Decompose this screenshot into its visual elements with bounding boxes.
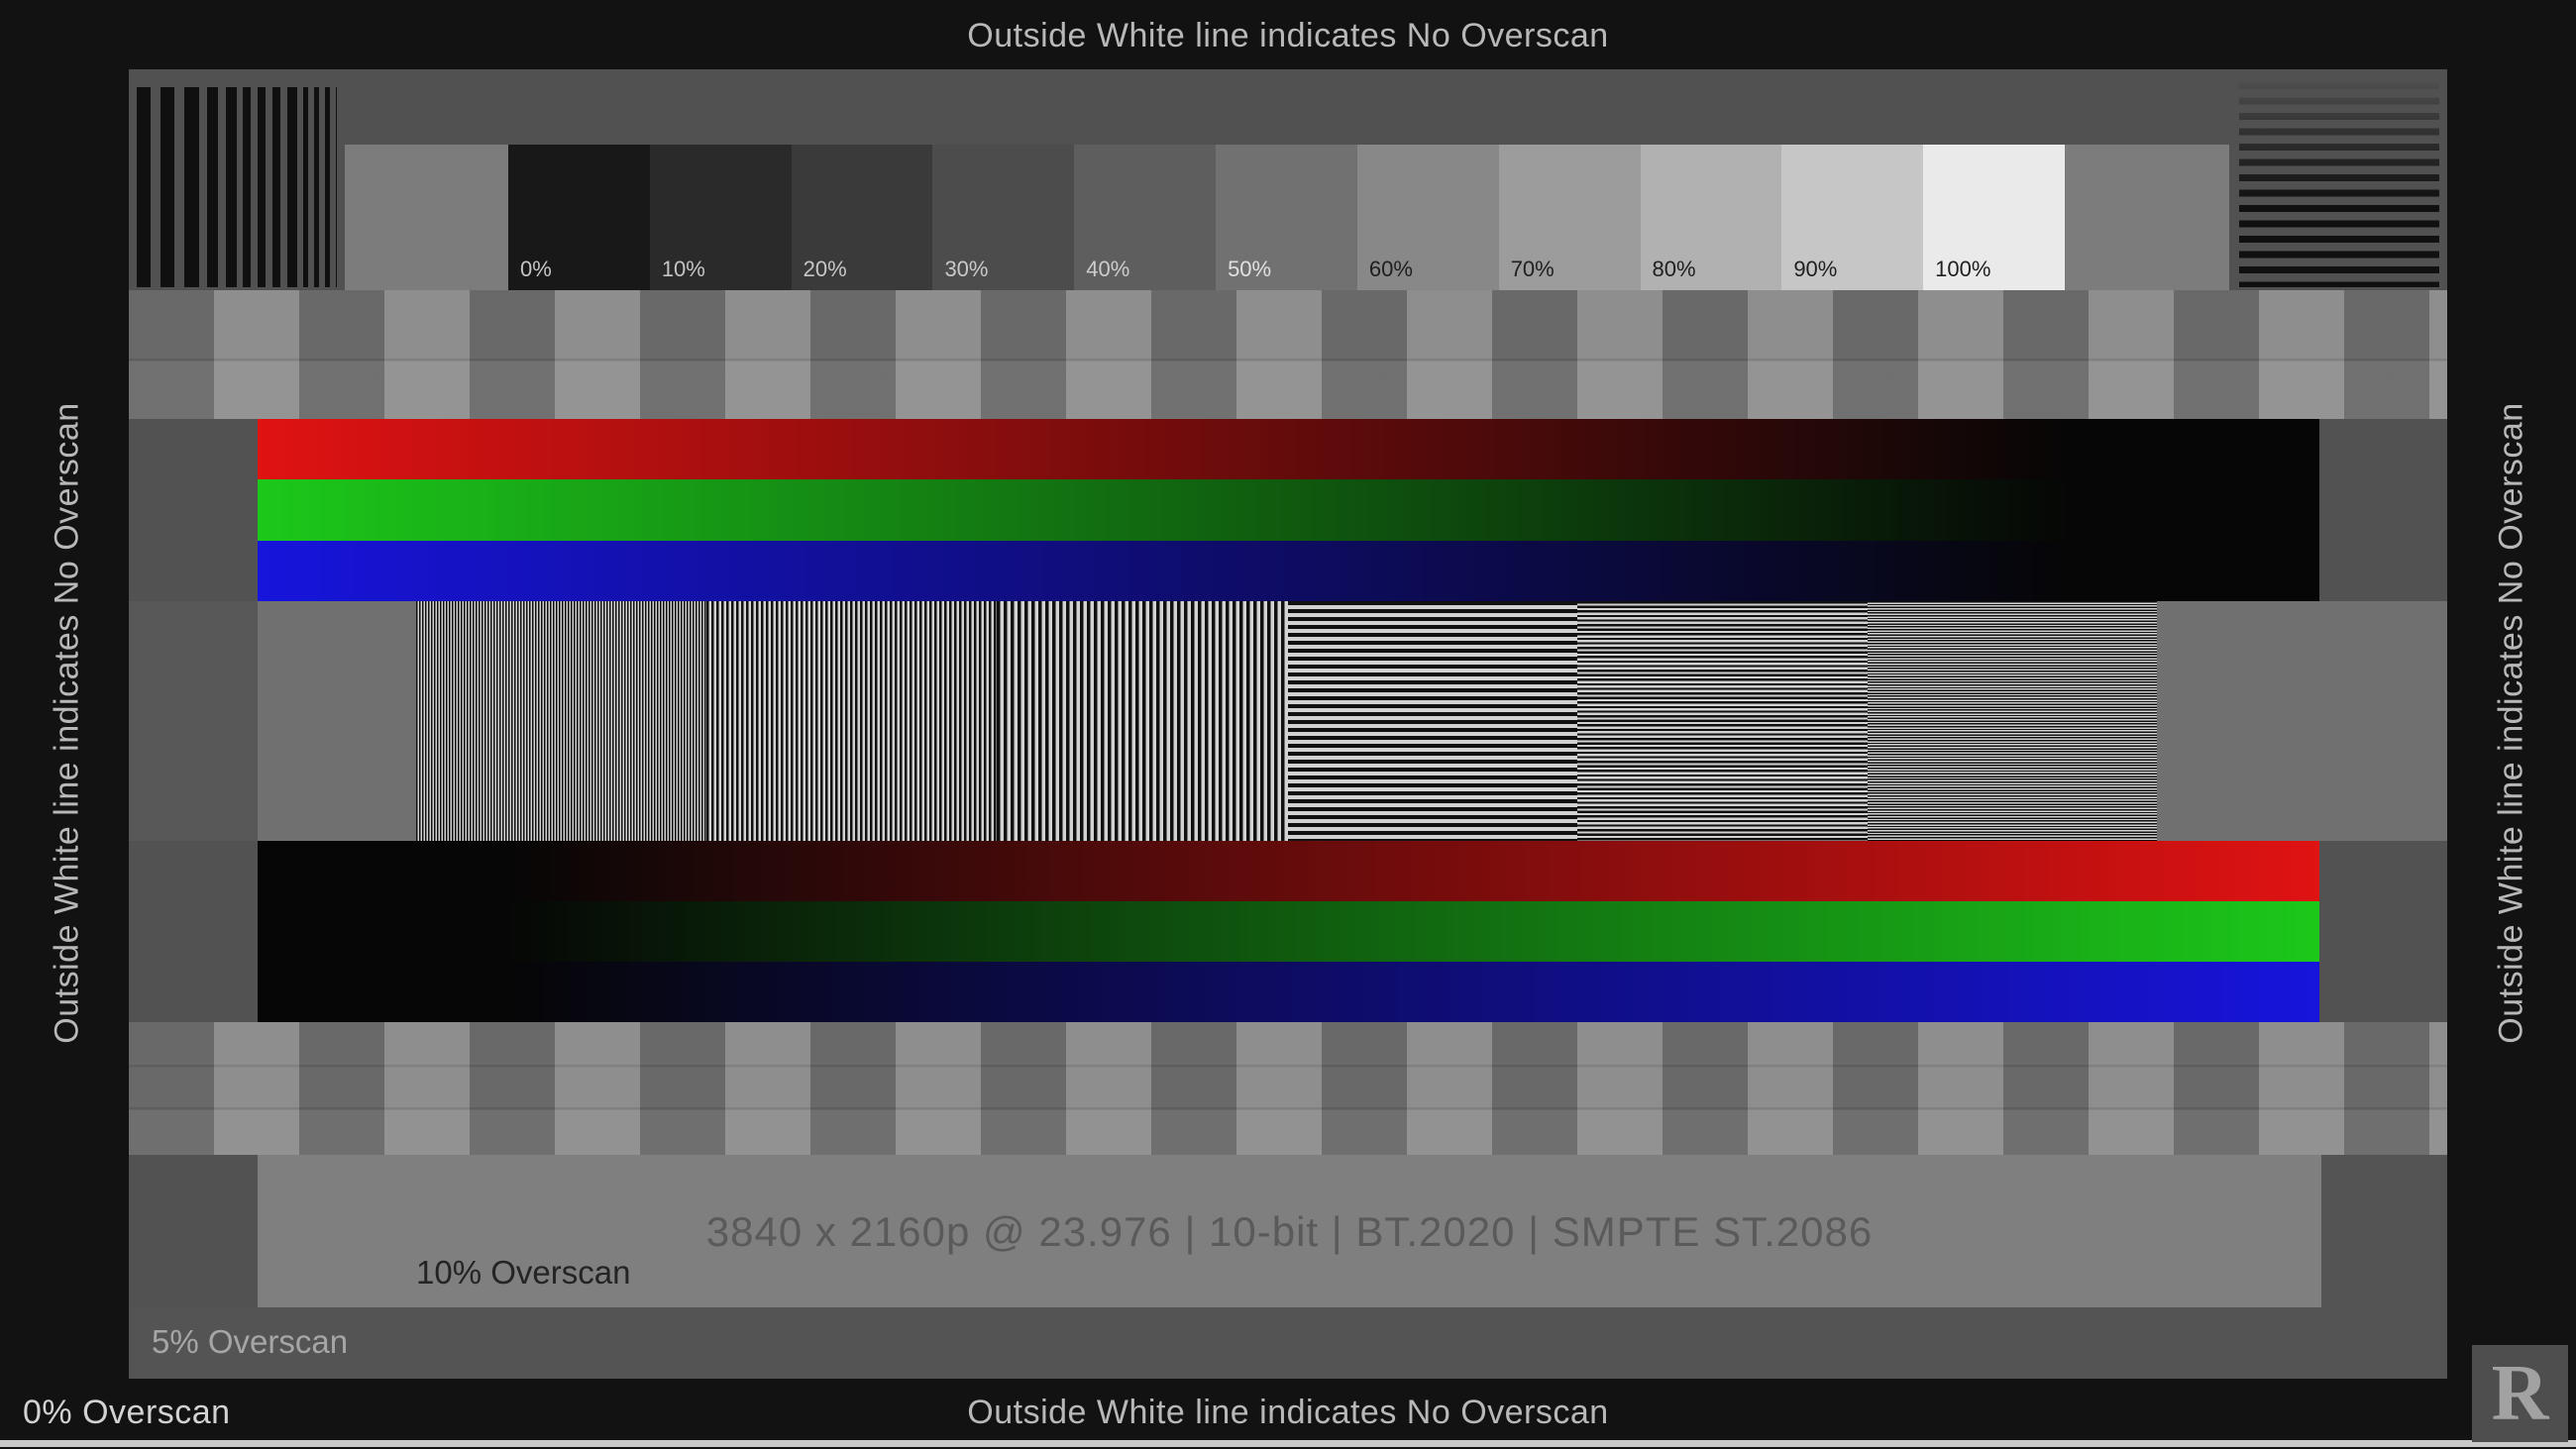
wedge-segment [188, 87, 243, 287]
left-overscan-note: Outside White line indicates No Overscan [48, 402, 86, 1044]
pattern-area: 0% 10% 20% 30% 40% 50% 60% [129, 69, 2447, 1379]
grayscale-step-label: 10% [661, 257, 705, 281]
right-overscan-note: Outside White line indicates No Overscan [2492, 402, 2530, 1044]
grayscale-step: 70% [1498, 145, 1641, 290]
rgb-ramp-bottom [129, 841, 2447, 1022]
grayscale-step-label: 100% [1935, 257, 1991, 281]
grayscale-step-label: 60% [1368, 257, 1413, 281]
overscan-5-band: 5% Overscan [129, 1307, 2447, 1379]
grayscale-step: 90% [1781, 145, 1924, 290]
vertical-burst-medium [706, 601, 997, 841]
grayscale-bookend-right [2064, 145, 2229, 290]
grayscale-step-label: 90% [1793, 257, 1838, 281]
horizontal-burst-medium [1577, 601, 1868, 841]
overscan-10-zone: 3840 x 2160p @ 23.976 | 10-bit | BT.2020… [129, 1155, 2447, 1307]
grayscale-step: 50% [1216, 145, 1357, 290]
vertical-burst-coarse [997, 601, 1288, 841]
no-overscan-white-line [0, 1440, 2576, 1447]
wedge-segment [243, 87, 292, 287]
grayscale-step: 40% [1074, 145, 1217, 290]
overscan-0-label: 0% Overscan [23, 1394, 231, 1431]
blue-ramp-bright-to-dark [258, 540, 2319, 601]
freq-left-column [129, 601, 258, 841]
wedge-fade-overlay [2239, 82, 2439, 287]
grayscale-step: 60% [1356, 145, 1499, 290]
wedge-segment [137, 87, 188, 287]
grayscale-bookend-left [345, 145, 508, 290]
red-ramp-bright-to-dark [258, 419, 2319, 480]
grayscale-step: 100% [1923, 145, 2065, 290]
overscan-5-label: 5% Overscan [152, 1323, 349, 1360]
grayscale-step-label: 50% [1228, 257, 1272, 281]
wedge-segment [292, 87, 337, 287]
overscan-10-label: 10% Overscan [416, 1254, 631, 1291]
checkerboard-row-top [129, 290, 2447, 419]
green-ramp-bright-to-dark [258, 479, 2319, 541]
grayscale-step-label: 70% [1510, 257, 1555, 281]
top-overscan-note: Outside White line indicates No Overscan [967, 17, 1609, 54]
grayscale-step: 80% [1640, 145, 1782, 290]
side-column-right [2319, 841, 2447, 1022]
grayscale-step-label: 20% [803, 257, 847, 281]
vertical-burst-fine [416, 601, 706, 841]
rgb-ramp-top [129, 419, 2447, 601]
grayscale-step: 10% [649, 145, 792, 290]
grayscale-step-label: 30% [944, 257, 989, 281]
side-column-left [129, 419, 258, 601]
grayscale-step-label: 80% [1652, 257, 1696, 281]
signal-info-text: 3840 x 2160p @ 23.976 | 10-bit | BT.2020… [705, 1208, 1874, 1255]
rgb-ramps [258, 841, 2319, 1022]
green-ramp-dark-to-bright [258, 901, 2319, 962]
grayscale-step: 0% [508, 145, 650, 290]
side-column-left [129, 841, 258, 1022]
grayscale-ramp: 0% 10% 20% 30% 40% 50% 60% [345, 145, 2229, 290]
grayscale-step: 30% [932, 145, 1075, 290]
checkerboard-row-bottom [129, 1022, 2447, 1155]
logo-letter: R [2491, 1349, 2549, 1437]
grayscale-step-label: 0% [520, 257, 552, 281]
overscan-ring-right [2321, 1155, 2447, 1307]
bottom-overscan-note: Outside White line indicates No Overscan [967, 1394, 1609, 1431]
frequency-burst-section [129, 601, 2447, 841]
grayscale-step-label: 40% [1086, 257, 1130, 281]
grayscale-strip: 0% 10% 20% 30% 40% 50% 60% [129, 69, 2447, 290]
horizontal-burst-coarse [1288, 601, 1577, 841]
vertical-resolution-wedge [137, 87, 337, 287]
red-ramp-dark-to-bright [258, 841, 2319, 901]
grayscale-step: 20% [791, 145, 933, 290]
horizontal-burst-fine [1868, 601, 2157, 841]
side-column-right [2319, 419, 2447, 601]
blue-ramp-dark-to-bright [258, 962, 2319, 1022]
overscan-10-panel: 3840 x 2160p @ 23.976 | 10-bit | BT.2020… [258, 1155, 2321, 1307]
overscan-ring-left [129, 1155, 258, 1307]
horizontal-resolution-wedge [2239, 82, 2439, 287]
logo-badge: R [2472, 1345, 2568, 1442]
rgb-ramps [258, 419, 2319, 601]
